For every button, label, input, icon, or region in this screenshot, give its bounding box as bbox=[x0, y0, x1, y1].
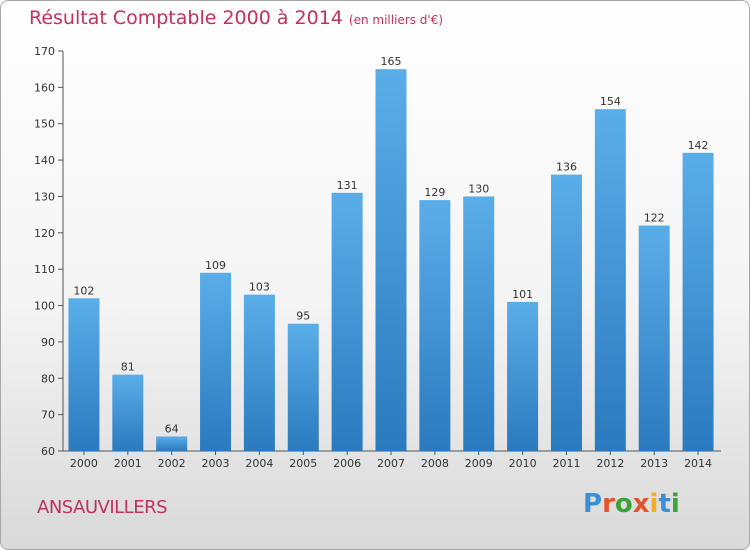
town-name: ANSAUVILLERS bbox=[37, 497, 168, 518]
y-tick-label: 90 bbox=[41, 336, 55, 349]
x-tick-label: 2004 bbox=[245, 457, 273, 470]
x-tick-label: 2003 bbox=[202, 457, 230, 470]
x-tick-label: 2007 bbox=[377, 457, 405, 470]
y-tick-label: 150 bbox=[34, 118, 55, 131]
y-tick-label: 170 bbox=[34, 45, 55, 58]
bar bbox=[243, 294, 275, 451]
x-tick-label: 2006 bbox=[333, 457, 361, 470]
bar bbox=[550, 174, 582, 452]
x-tick-label: 2000 bbox=[70, 457, 98, 470]
x-tick-label: 2002 bbox=[158, 457, 186, 470]
y-tick-label: 70 bbox=[41, 409, 55, 422]
proxiti-logo: Proxiti bbox=[583, 489, 680, 519]
bar-value-label: 154 bbox=[600, 95, 621, 108]
x-tick-label: 2013 bbox=[640, 457, 668, 470]
bar-value-label: 122 bbox=[644, 212, 665, 225]
logo-letter: t bbox=[658, 489, 671, 519]
y-tick-label: 140 bbox=[34, 154, 55, 167]
bar-value-label: 142 bbox=[688, 139, 709, 152]
x-tick-label: 2014 bbox=[684, 457, 712, 470]
x-tick-label: 2012 bbox=[596, 457, 624, 470]
bar bbox=[112, 374, 144, 451]
bar bbox=[419, 200, 451, 451]
x-tick-label: 2001 bbox=[114, 457, 142, 470]
bar-value-label: 95 bbox=[296, 310, 310, 323]
bar bbox=[68, 298, 100, 451]
y-tick-label: 160 bbox=[34, 81, 55, 94]
bar bbox=[156, 436, 188, 451]
bar bbox=[375, 69, 407, 451]
logo-letter: o bbox=[614, 489, 633, 519]
x-tick-label: 2005 bbox=[289, 457, 317, 470]
logo-letter: x bbox=[632, 489, 650, 519]
bar bbox=[287, 323, 319, 451]
y-tick-label: 130 bbox=[34, 190, 55, 203]
bar-value-label: 103 bbox=[249, 281, 270, 294]
bar bbox=[594, 109, 626, 451]
bar-value-label: 101 bbox=[512, 288, 533, 301]
bar bbox=[507, 301, 539, 451]
title-text: Résultat Comptable 2000 à 2014 bbox=[29, 7, 343, 29]
logo-letter: i bbox=[649, 489, 659, 519]
x-tick-label: 2011 bbox=[552, 457, 580, 470]
logo-letter: P bbox=[583, 489, 603, 519]
y-tick-label: 80 bbox=[41, 372, 55, 385]
bar-value-label: 129 bbox=[424, 186, 445, 199]
x-tick-label: 2008 bbox=[421, 457, 449, 470]
bar bbox=[638, 225, 670, 451]
y-tick-label: 100 bbox=[34, 300, 55, 313]
bar bbox=[463, 196, 495, 451]
y-tick-label: 60 bbox=[41, 445, 55, 458]
chart-title: Résultat Comptable 2000 à 2014 (en millie… bbox=[29, 7, 443, 29]
bar-value-label: 81 bbox=[121, 361, 135, 374]
bar bbox=[200, 272, 232, 451]
logo-letter: i bbox=[670, 489, 680, 519]
bar-value-label: 131 bbox=[337, 179, 358, 192]
bar bbox=[682, 152, 714, 451]
x-tick-label: 2010 bbox=[509, 457, 537, 470]
x-tick-label: 2009 bbox=[465, 457, 493, 470]
logo-letter: r bbox=[602, 489, 615, 519]
bar-value-label: 130 bbox=[468, 182, 489, 195]
bar-value-label: 102 bbox=[73, 284, 94, 297]
chart-subtitle: (en milliers d'€) bbox=[348, 13, 444, 27]
bar-value-label: 109 bbox=[205, 259, 226, 272]
bar-value-label: 136 bbox=[556, 161, 577, 174]
y-tick-label: 110 bbox=[34, 263, 55, 276]
bar bbox=[331, 192, 363, 451]
y-tick-label: 120 bbox=[34, 227, 55, 240]
bar-value-label: 165 bbox=[381, 55, 402, 68]
bar-value-label: 64 bbox=[165, 422, 179, 435]
